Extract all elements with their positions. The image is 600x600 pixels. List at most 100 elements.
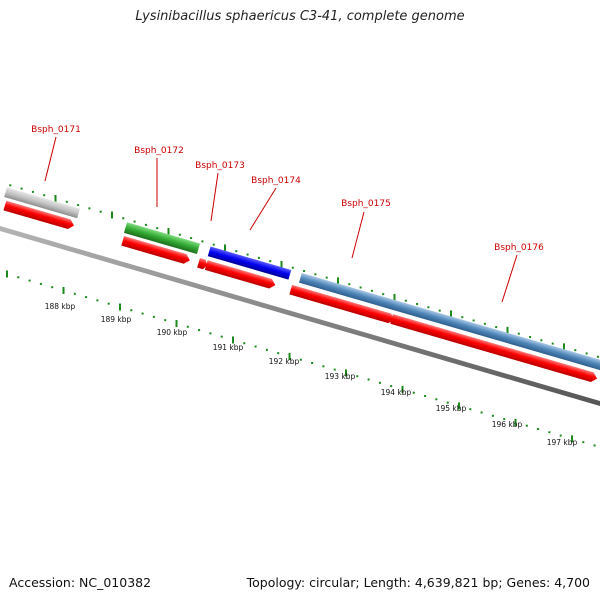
minor-tick	[333, 368, 336, 371]
gene-label-bsph-0172[interactable]: Bsph_0172	[134, 146, 184, 156]
accession-text: Accession: NC_010382	[9, 575, 152, 590]
leader-line-bsph-0176	[501, 254, 518, 303]
leader-line-bsph-0173	[210, 172, 219, 222]
feature-bsph-0171-gray[interactable]	[4, 187, 80, 219]
gene-label-bsph-0173[interactable]: Bsph_0173	[195, 161, 245, 171]
feature-bsph-0175-steelblue[interactable]	[299, 273, 600, 374]
kbp-label: 193 kbp	[325, 372, 356, 381]
minor-tick	[469, 408, 472, 411]
minor-tick	[359, 286, 362, 289]
minor-tick	[122, 217, 125, 220]
major-tick	[337, 277, 339, 285]
minor-tick	[178, 233, 181, 236]
minor-tick	[265, 348, 268, 351]
minor-tick	[472, 319, 475, 322]
minor-tick	[130, 309, 133, 312]
minor-tick	[291, 266, 294, 269]
kbp-label: 192 kbp	[269, 357, 300, 366]
major-tick	[288, 352, 291, 360]
feature-bsph-0173-blue[interactable]	[207, 246, 292, 280]
gene-label-bsph-0171[interactable]: Bsph_0171	[31, 125, 81, 135]
cds-arrow-3[interactable]	[197, 258, 208, 270]
minor-tick	[20, 187, 23, 190]
kbp-label: 188 kbp	[45, 302, 76, 311]
major-tick	[62, 286, 65, 294]
gene-label-bsph-0174[interactable]: Bsph_0174	[251, 176, 301, 186]
minor-tick	[39, 282, 42, 285]
minor-tick	[152, 315, 155, 318]
minor-tick	[201, 240, 204, 243]
gene-label-bsph-0176[interactable]: Bsph_0176	[494, 243, 544, 253]
major-tick	[563, 343, 565, 351]
minor-tick	[438, 309, 441, 312]
cds-arrow-6[interactable]	[390, 314, 598, 383]
minor-tick	[243, 342, 246, 345]
minor-tick	[593, 444, 596, 447]
minor-tick	[495, 326, 498, 329]
feature-track-reverse	[4, 187, 600, 374]
minor-tick	[209, 332, 212, 335]
major-tick	[514, 418, 517, 426]
major-tick	[401, 385, 404, 393]
major-tick	[450, 310, 452, 318]
leader-line-bsph-0171	[44, 136, 57, 182]
minor-tick	[582, 441, 585, 444]
minor-tick	[144, 223, 147, 226]
leader-line-bsph-0174	[249, 187, 277, 231]
minor-tick	[416, 303, 419, 306]
minor-tick	[412, 391, 415, 394]
kbp-label: 195 kbp	[436, 404, 467, 413]
minor-tick	[367, 378, 370, 381]
minor-tick	[156, 227, 159, 230]
cds-arrow-2[interactable]	[121, 235, 191, 265]
minor-tick	[548, 431, 551, 434]
minor-tick	[17, 276, 20, 279]
minor-tick	[277, 352, 280, 355]
minor-tick	[303, 270, 306, 273]
minor-tick	[503, 418, 506, 421]
minor-tick	[596, 355, 599, 358]
map-title: Lysinibacillus sphaericus C3-41, complet…	[135, 9, 465, 24]
kbp-labels: 188 kbp 189 kbp 190 kbp 191 kbp 192 kbp …	[45, 302, 578, 447]
minor-tick	[299, 358, 302, 361]
minor-tick	[404, 299, 407, 302]
minor-tick	[529, 335, 532, 338]
cds-arrow-1[interactable]	[3, 200, 75, 231]
gene-label-bsph-0175[interactable]: Bsph_0175	[341, 199, 391, 209]
minor-tick	[390, 385, 393, 388]
minor-tick	[77, 204, 80, 207]
minor-tick	[525, 424, 528, 427]
minor-tick	[73, 292, 76, 295]
major-tick	[345, 369, 347, 377]
inner-tick-ring	[6, 270, 596, 447]
minor-tick	[257, 256, 260, 259]
minor-tick	[186, 325, 189, 328]
kbp-label: 197 kbp	[547, 438, 578, 447]
minor-tick	[348, 283, 351, 286]
minor-tick	[356, 375, 359, 378]
minor-tick	[96, 299, 99, 302]
gene-labels: Bsph_0171 Bsph_0172 Bsph_0173 Bsph_0174 …	[31, 125, 544, 303]
major-tick	[458, 402, 460, 410]
outer-tick-ring	[9, 184, 599, 358]
cds-arrow-4[interactable]	[204, 260, 277, 290]
feature-track-forward	[3, 200, 598, 383]
major-tick	[167, 227, 170, 235]
minor-tick	[427, 306, 430, 309]
minor-tick	[220, 335, 223, 338]
genome-backbone	[0, 226, 600, 406]
minor-tick	[551, 342, 554, 345]
minor-tick	[537, 427, 540, 430]
minor-tick	[480, 411, 483, 414]
cds-arrow-5[interactable]	[289, 284, 396, 325]
feature-bsph-0172-green[interactable]	[123, 222, 201, 255]
major-tick	[506, 326, 509, 334]
minor-tick	[446, 401, 449, 404]
minor-tick	[574, 349, 577, 352]
minor-tick	[65, 200, 68, 203]
minor-tick	[435, 398, 438, 401]
major-tick	[54, 194, 57, 202]
major-tick	[6, 270, 8, 278]
minor-tick	[51, 286, 54, 289]
